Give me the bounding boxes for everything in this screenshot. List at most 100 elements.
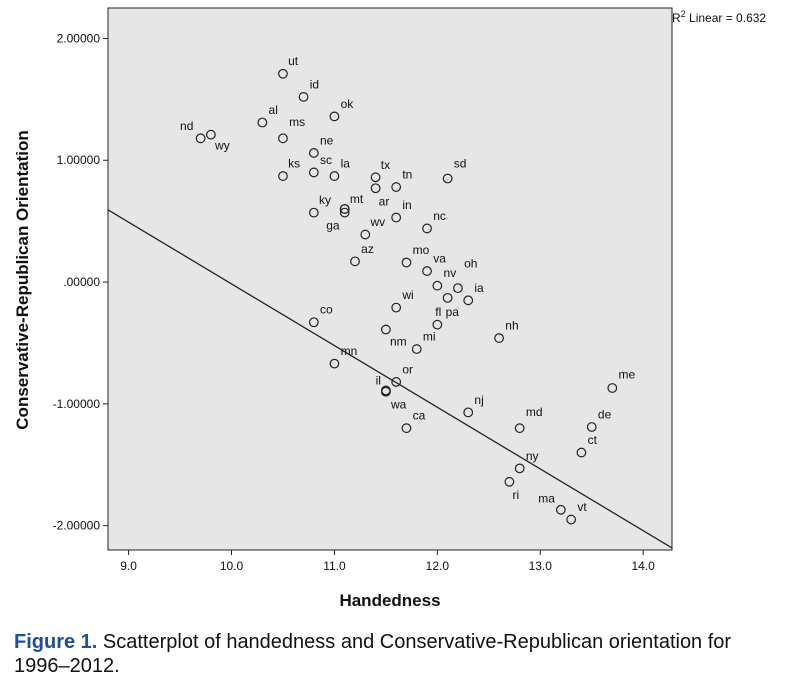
r2-value: Linear = 0.632	[686, 11, 767, 25]
point-label: mi	[423, 330, 436, 344]
data-point	[308, 207, 319, 218]
data-point	[380, 386, 391, 397]
point-label: in	[402, 198, 411, 212]
data-point	[329, 171, 340, 181]
y-tick-label: .00000	[63, 275, 100, 289]
x-tick-label: 10.0	[220, 559, 244, 573]
point-label: la	[341, 157, 351, 171]
point-label: nj	[474, 393, 483, 407]
data-point	[422, 266, 432, 276]
data-point	[391, 212, 402, 223]
point-label: pa	[446, 305, 460, 319]
point-label: me	[618, 367, 635, 381]
data-point	[278, 133, 288, 144]
data-point	[432, 319, 443, 330]
data-point	[195, 133, 206, 144]
figure-caption: Figure 1. Scatterplot of handedness and …	[14, 630, 784, 678]
data-point	[576, 447, 587, 458]
point-label: nd	[180, 119, 193, 133]
point-label: tn	[402, 168, 412, 182]
data-point	[422, 223, 432, 234]
data-point	[442, 173, 453, 184]
data-point	[432, 280, 443, 291]
x-tick-label: 9.0	[120, 559, 137, 573]
point-label: id	[310, 77, 319, 91]
data-point	[308, 148, 319, 158]
x-tick-label: 12.0	[426, 559, 450, 573]
data-point	[514, 463, 525, 474]
point-label: de	[598, 407, 612, 421]
y-tick-label: -2.00000	[53, 519, 101, 533]
scatter-chart: 9.0 10.0 11.0 12.0 13.0 14.0 2.00000 1.00000 .00…	[13, 7, 767, 610]
data-point	[514, 423, 525, 434]
data-point	[278, 68, 288, 79]
data-point	[453, 283, 463, 294]
point-label: mt	[350, 192, 364, 206]
data-point	[350, 256, 360, 267]
plot-area	[107, 7, 673, 551]
data-point	[257, 117, 268, 128]
data-point	[370, 183, 381, 194]
point-label: nc	[433, 209, 446, 223]
point-label: ut	[288, 54, 299, 68]
point-label: sc	[320, 153, 332, 167]
y-tick-label: -1.00000	[53, 397, 101, 411]
x-axis-title: Handedness	[339, 591, 440, 610]
point-label: ri	[512, 488, 519, 502]
data-point	[360, 229, 371, 240]
point-label: ok	[341, 97, 355, 111]
data-point	[504, 476, 515, 487]
point-label: ks	[288, 157, 300, 171]
point-label: ms	[289, 115, 305, 129]
data-point	[463, 407, 474, 418]
point-label: sd	[454, 157, 467, 171]
point-label: tx	[381, 158, 390, 172]
point-label: vt	[577, 500, 587, 514]
fit-line	[107, 209, 673, 549]
point-label: wi	[401, 288, 413, 302]
point-label: oh	[464, 256, 477, 270]
data-point	[308, 317, 319, 328]
figure-caption-text: Scatterplot of handedness and Conservati…	[14, 631, 732, 677]
data-point	[339, 207, 350, 218]
data-point	[391, 377, 402, 387]
r2-prefix: R	[672, 11, 681, 25]
point-label: fl	[435, 305, 441, 319]
data-point	[329, 358, 340, 369]
data-point	[278, 171, 288, 181]
data-point	[401, 257, 412, 268]
point-label: nm	[390, 334, 407, 348]
data-point	[308, 167, 319, 178]
point-label: md	[526, 405, 543, 419]
data-point	[411, 344, 422, 354]
point-label: az	[361, 242, 374, 256]
point-label: co	[320, 303, 333, 317]
point-label: ia	[474, 281, 484, 295]
y-tick-label: 2.00000	[57, 31, 101, 45]
x-tick-label: 13.0	[529, 559, 553, 573]
y-tick-label: 1.00000	[57, 153, 101, 167]
point-label: nv	[444, 266, 457, 280]
data-point	[494, 333, 504, 343]
data-point	[339, 204, 350, 214]
point-label: va	[433, 252, 446, 266]
data-point	[298, 92, 309, 102]
point-label: wa	[390, 398, 407, 412]
chart-svg: 9.0 10.0 11.0 12.0 13.0 14.0 2.00000 1.00000 .00…	[13, 7, 767, 610]
data-point	[586, 422, 597, 432]
point-label: wy	[214, 138, 230, 152]
data-point	[555, 504, 566, 515]
x-tick-label: 14.0	[632, 559, 656, 573]
point-label: ny	[526, 449, 539, 463]
data-point	[370, 172, 381, 183]
point-label: nh	[505, 319, 518, 333]
point-label: al	[269, 103, 278, 117]
point-label: mo	[413, 243, 430, 257]
data-point	[463, 295, 474, 306]
x-tick-label: 11.0	[323, 559, 346, 573]
point-label: ne	[320, 133, 334, 147]
point-label: il	[376, 373, 381, 387]
point-label: ct	[588, 433, 598, 447]
data-point	[391, 182, 402, 192]
data-point	[329, 111, 340, 122]
